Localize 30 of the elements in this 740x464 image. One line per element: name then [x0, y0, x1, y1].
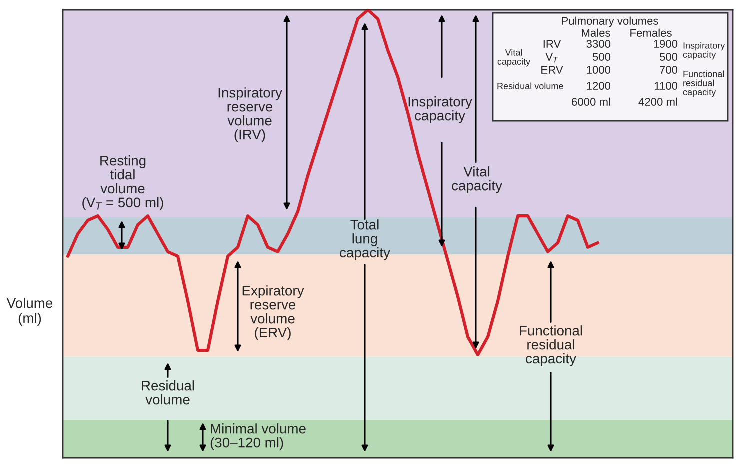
- annotation: 1100: [654, 82, 678, 90]
- annotation: Resting tidal volume (V$_{T}$ = 500 ml): [82, 156, 164, 210]
- annotation: 3300: [586, 40, 611, 48]
- annotation: 1900: [654, 40, 678, 48]
- annotation: Vital capacity: [452, 166, 502, 194]
- annotation: 1200: [587, 82, 611, 90]
- annotation: IRV: [544, 40, 562, 48]
- annotation: Inspiratory capacity: [408, 96, 472, 124]
- annotation: 500: [592, 53, 611, 61]
- y-axis-title: Volume (ml): [6, 298, 53, 326]
- annotation: Pulmonary volumes: [562, 16, 658, 28]
- annotation: Functional residual capacity: [520, 326, 582, 366]
- annotation: 4200 ml: [638, 98, 678, 106]
- annotation: Expiratory reserve volume (ERV): [242, 286, 304, 340]
- annotation: Residual volume: [498, 82, 564, 90]
- annotation: Males: [582, 28, 610, 37]
- annotation: Inspiratory capacity: [683, 42, 726, 60]
- annotation: Vital capacity: [498, 49, 531, 67]
- annotation: Total lung capacity: [340, 220, 390, 260]
- annotation: V$_{T}$: [546, 53, 558, 63]
- annotation: Functional residual capacity: [683, 70, 724, 98]
- annotation: Minimal volume (30–120 ml): [210, 424, 306, 450]
- annotation: 500: [660, 53, 678, 61]
- annotation: 1000: [587, 66, 611, 74]
- annotation: ERV: [542, 66, 564, 74]
- annotation: Residual volume: [142, 380, 194, 405]
- annotation: Females: [630, 28, 672, 37]
- annotation: Inspiratory reserve volume (IRV): [218, 88, 282, 142]
- annotation: 6000 ml: [572, 98, 610, 106]
- annotation: 700: [660, 66, 678, 74]
